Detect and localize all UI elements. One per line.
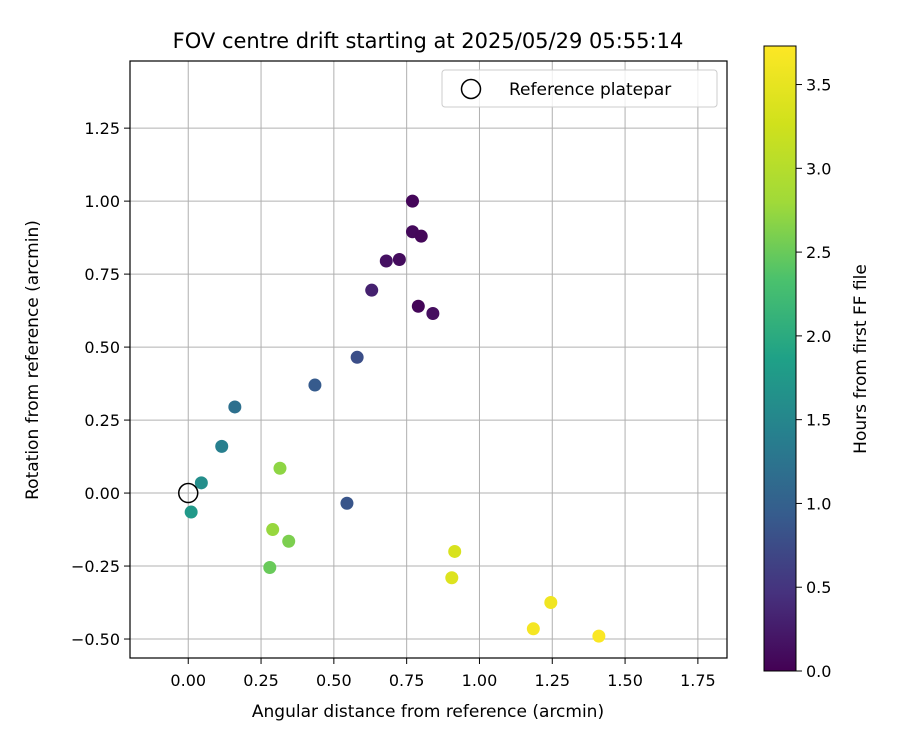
reference-platepar-marker: [177, 482, 199, 504]
data-point: [405, 194, 419, 208]
data-point: [365, 283, 379, 297]
data-point: [308, 378, 322, 392]
x-tick-label: 0.00: [170, 671, 206, 690]
data-point: [392, 253, 406, 267]
data-point: [263, 561, 277, 575]
colorbar-tick-label: 3.5: [806, 76, 831, 95]
colorbar-ticks: 0.0 0.5 1.0 1.5 2.0 2.5 3.0 3.5: [796, 76, 831, 681]
y-axis-label: Rotation from reference (arcmin): [23, 220, 43, 500]
x-tick-label: 0.25: [243, 671, 279, 690]
data-point: [592, 629, 606, 643]
colorbar-label: Hours from first FF file: [851, 264, 871, 454]
x-tick-label: 1.00: [462, 671, 498, 690]
data-point: [184, 505, 198, 519]
y-tick-label: 1.25: [84, 119, 120, 138]
y-tick-label: 1.00: [84, 192, 120, 211]
colorbar-tick-label: 2.5: [806, 243, 831, 262]
legend-box: [441, 69, 718, 108]
x-tick-label: 1.25: [534, 671, 570, 690]
colorbar-tick-label: 0.0: [806, 662, 831, 681]
x-tick-label: 1.75: [680, 671, 716, 690]
y-tick-label: 0.75: [84, 265, 120, 284]
y-tick-label: −0.50: [71, 630, 120, 649]
y-ticks: −0.50 −0.25 0.00 0.25 0.50 0.75 1.00 1.25: [71, 119, 130, 649]
data-point: [414, 229, 428, 243]
colorbar-tick-label: 1.0: [806, 494, 831, 513]
x-tick-label: 0.75: [389, 671, 425, 690]
data-point: [266, 523, 280, 537]
data-point: [445, 571, 459, 585]
grid-lines: [130, 61, 727, 658]
data-point: [379, 254, 393, 268]
legend-label: Reference platepar: [509, 80, 671, 100]
data-point: [350, 350, 364, 364]
x-ticks: 0.00 0.25 0.50 0.75 1.00 1.25 1.50 1.75: [170, 658, 716, 690]
colorbar: 0.0 0.5 1.0 1.5 2.0 2.5 3.0 3.5 Hours from firs…: [763, 45, 871, 681]
y-tick-label: 0.50: [84, 338, 120, 357]
data-point: [340, 496, 354, 510]
chart-title: FOV centre drift starting at 2025/05/29 …: [173, 29, 684, 53]
colorbar-tick-label: 2.0: [806, 327, 831, 346]
data-point: [228, 400, 242, 414]
data-point: [273, 461, 287, 475]
data-point: [448, 544, 462, 558]
colorbar-tick-label: 1.5: [806, 411, 831, 430]
colorbar-tick-label: 3.0: [806, 159, 831, 178]
colorbar-gradient: [763, 45, 797, 672]
y-tick-label: 0.00: [84, 484, 120, 503]
x-axis-label: Angular distance from reference (arcmin): [252, 702, 604, 722]
y-tick-label: −0.25: [71, 557, 120, 576]
data-point: [426, 307, 440, 321]
legend-marker-icon: [460, 78, 482, 100]
data-points: [177, 194, 606, 643]
data-point: [215, 439, 229, 453]
y-tick-label: 0.25: [84, 411, 120, 430]
data-point: [526, 622, 540, 636]
data-point: [544, 596, 558, 610]
data-point: [411, 299, 425, 313]
legend: Reference platepar: [441, 69, 718, 108]
x-tick-label: 0.50: [316, 671, 352, 690]
colorbar-tick-label: 0.5: [806, 578, 831, 597]
plot-area-frame: [129, 60, 728, 659]
data-point: [194, 476, 208, 490]
data-point: [282, 534, 296, 548]
x-tick-label: 1.50: [607, 671, 643, 690]
